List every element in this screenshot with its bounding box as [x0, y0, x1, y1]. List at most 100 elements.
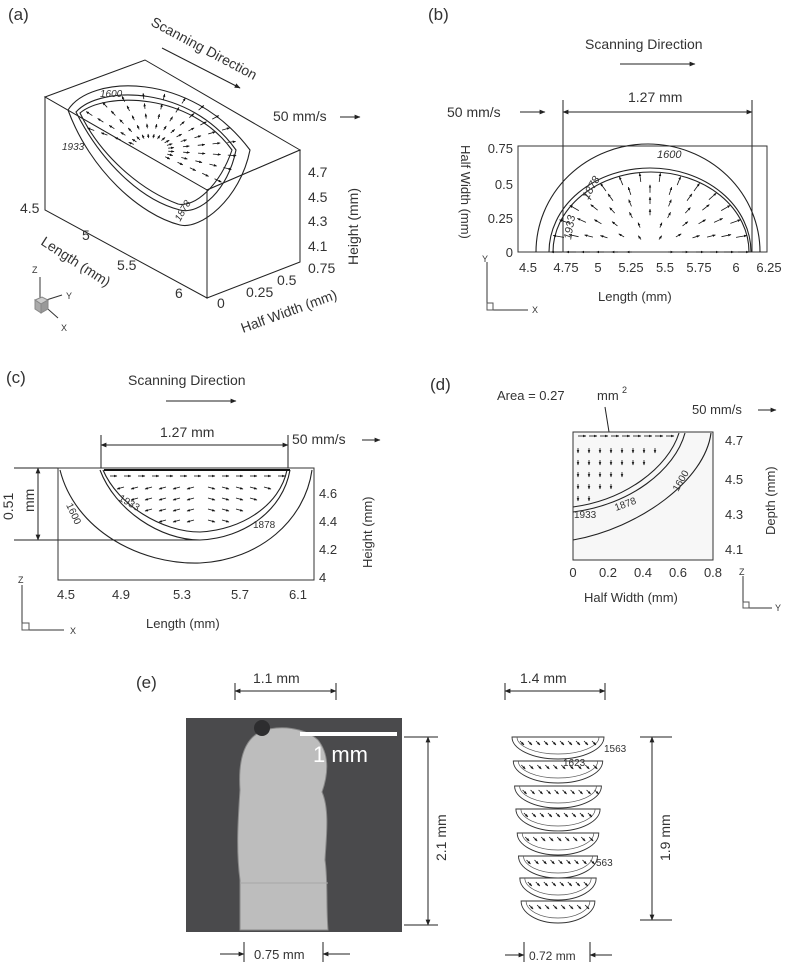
panel-a-halfwidth-tick-2: 0.25: [246, 284, 273, 300]
velocity-vector: [553, 764, 558, 770]
velocity-vector: [209, 163, 218, 167]
panel-c-y-tick-2: 4.4: [319, 514, 337, 529]
velocity-vector: [682, 221, 689, 227]
panel-a-length-tick-3: 5.5: [117, 257, 137, 273]
velocity-vector: [552, 904, 558, 910]
velocity-vector: [527, 881, 533, 887]
velocity-vector: [539, 812, 545, 818]
panel-b-triad-x: X: [532, 305, 538, 315]
panel-d-label: (d): [430, 375, 451, 394]
panel-c-label: (c): [6, 368, 26, 387]
velocity-vector: [221, 508, 230, 512]
velocity-vector: [563, 812, 569, 818]
panel-d-contour-1878: [572, 432, 686, 513]
velocity-vector: [221, 497, 230, 501]
velocity-vector: [658, 172, 662, 183]
velocity-vector: [577, 764, 582, 770]
melt-pool-layer: [512, 760, 604, 784]
panel-a-halfwidth-tick-1: 0: [217, 295, 225, 311]
panel-a-label: (a): [8, 5, 29, 24]
panel-c-x-tick-5: 6.1: [289, 587, 307, 602]
panel-c-x-tick-3: 5.3: [173, 587, 191, 602]
velocity-vector: [172, 486, 181, 490]
panel-d-y-tick-4: 4.1: [725, 542, 743, 557]
panel-d-y-tick-3: 4.3: [725, 507, 743, 522]
velocity-vector: [559, 219, 570, 224]
panel-e-left-top-width: 1.1 mm: [253, 670, 300, 686]
velocity-vector: [593, 764, 598, 770]
velocity-vector: [570, 789, 575, 795]
velocity-vector: [527, 740, 533, 746]
panel-d-triad-z: Z: [739, 567, 745, 577]
velocity-vector: [126, 105, 130, 112]
velocity-vector: [130, 486, 139, 490]
melt-pool-layer: [515, 808, 601, 832]
velocity-vector: [214, 178, 222, 183]
panel-a-height-axis: 4.7 4.5 4.3 4.1 Height (mm): [308, 164, 361, 265]
velocity-vector: [194, 135, 202, 139]
velocity-vector: [144, 113, 148, 119]
velocity-vector: [221, 127, 231, 131]
velocity-vector: [659, 222, 663, 228]
panel-c-axis-triad: Z X: [18, 575, 76, 636]
velocity-vector: [141, 134, 145, 139]
velocity-vector: [552, 234, 564, 238]
velocity-vector: [221, 519, 230, 523]
velocity-vector: [100, 132, 108, 136]
panel-a-axis-triad: Z Y X: [32, 265, 72, 333]
velocity-vector: [179, 121, 185, 126]
melt-pool-inner-contour: [519, 785, 597, 804]
velocity-vector: [637, 222, 641, 228]
velocity-vector: [607, 193, 614, 201]
melt-pool-inner-contour: [523, 855, 593, 874]
velocity-vector: [561, 764, 566, 770]
velocity-vector: [170, 129, 176, 134]
velocity-vector: [235, 508, 244, 512]
velocity-vector: [207, 497, 216, 501]
panel-c-triad-x: X: [70, 626, 76, 636]
velocity-vector: [522, 789, 527, 795]
velocity-vector: [569, 205, 580, 211]
velocity-vector: [569, 764, 574, 770]
velocity-vector: [120, 131, 126, 136]
velocity-vector: [578, 789, 583, 795]
panel-b-label: (b): [428, 5, 449, 24]
velocity-vector: [667, 212, 671, 219]
velocity-vector: [176, 133, 182, 138]
velocity-vector: [186, 486, 195, 490]
velocity-vector: [168, 146, 175, 150]
panel-d-contour-1933: [572, 432, 680, 508]
velocity-vector: [158, 486, 167, 490]
melt-pool-inner-contour: [524, 877, 592, 896]
velocity-vector: [227, 154, 237, 157]
panel-b-contour-label-1600: 1600: [657, 149, 682, 161]
velocity-vector: [576, 904, 582, 910]
velocity-vector: [676, 176, 681, 186]
velocity-vector: [202, 172, 209, 177]
panel-b-x-tick-7: 6: [732, 260, 739, 275]
velocity-vector: [131, 115, 135, 121]
velocity-vector: [249, 497, 258, 501]
velocity-vector: [720, 205, 731, 211]
panel-c-x-title: Length (mm): [146, 616, 220, 631]
velocity-vector: [212, 153, 221, 156]
velocity-vector: [142, 92, 145, 100]
velocity-vector: [730, 219, 741, 224]
velocity-vector: [586, 789, 591, 795]
velocity-vector: [186, 519, 195, 523]
velocity-vector: [550, 859, 555, 865]
velocity-vector: [535, 740, 541, 746]
velocity-vector: [577, 218, 587, 223]
velocity-vector: [551, 740, 557, 746]
panel-e-contour-label-563: 563: [596, 858, 613, 869]
panel-d-y-tick-1: 4.7: [725, 433, 743, 448]
velocity-vector: [702, 204, 710, 211]
velocity-vector: [600, 235, 608, 239]
panel-a-height-title: Height (mm): [345, 188, 361, 265]
velocity-vector: [551, 881, 557, 887]
panel-a-halfwidth-tick-3: 0.5: [277, 272, 297, 288]
melt-pool-layer: [519, 877, 597, 901]
panel-a-length-tick-2: 5: [82, 227, 90, 243]
velocity-vector: [235, 497, 244, 501]
panel-c-y-tick-3: 4.2: [319, 542, 337, 557]
